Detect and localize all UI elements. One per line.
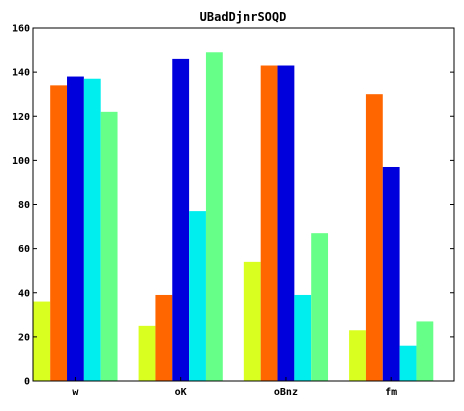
y-tick-label: 20 [18, 332, 30, 343]
bar-oBnz-series-2 [260, 65, 278, 381]
bar-fm-series-1 [349, 330, 366, 381]
bar-w-series-4 [83, 78, 101, 382]
y-tick-label: 80 [18, 200, 30, 211]
ticks-group: w oK oBnz fm 0 20 40 60 80 100 120 140 160 [12, 24, 454, 398]
bar-oBnz-series-1 [243, 261, 261, 381]
bar-w-series-1 [33, 301, 51, 381]
y-tick-label: 120 [12, 112, 30, 123]
y-tick-label: 60 [18, 244, 30, 255]
bars-group [33, 52, 434, 382]
bar-w-series-5 [100, 111, 118, 381]
bar-oK-series-3 [172, 58, 190, 381]
bar-fm-series-5 [416, 321, 434, 381]
bar-oK-series-1 [138, 325, 156, 381]
bar-w-series-3 [67, 76, 84, 381]
bar-oBnz-series-4 [294, 294, 312, 381]
x-tick-label: fm [385, 387, 397, 398]
plot-frame [32, 27, 455, 382]
bar-oK-series-4 [189, 211, 206, 381]
bar-oK-series-5 [205, 52, 223, 382]
y-tick-label: 100 [12, 156, 30, 167]
bar-fm-series-4 [399, 345, 417, 381]
chart-title: UBadDjnrSOQD [200, 10, 287, 24]
y-tick-label: 0 [24, 377, 30, 388]
y-tick-label: 40 [18, 288, 30, 299]
x-tick-label: oBnz [274, 387, 298, 398]
bar-fm-series-3 [382, 166, 400, 381]
x-tick-label: oK [175, 387, 187, 398]
bar-w-series-2 [50, 85, 68, 382]
y-tick-label: 140 [12, 68, 30, 79]
bar-fm-series-2 [365, 94, 383, 381]
bar-oK-series-2 [155, 294, 173, 381]
bar-oBnz-series-5 [311, 233, 329, 381]
x-tick-label: w [72, 387, 79, 398]
bar-oBnz-series-3 [277, 65, 295, 381]
y-tick-label: 160 [12, 24, 30, 35]
